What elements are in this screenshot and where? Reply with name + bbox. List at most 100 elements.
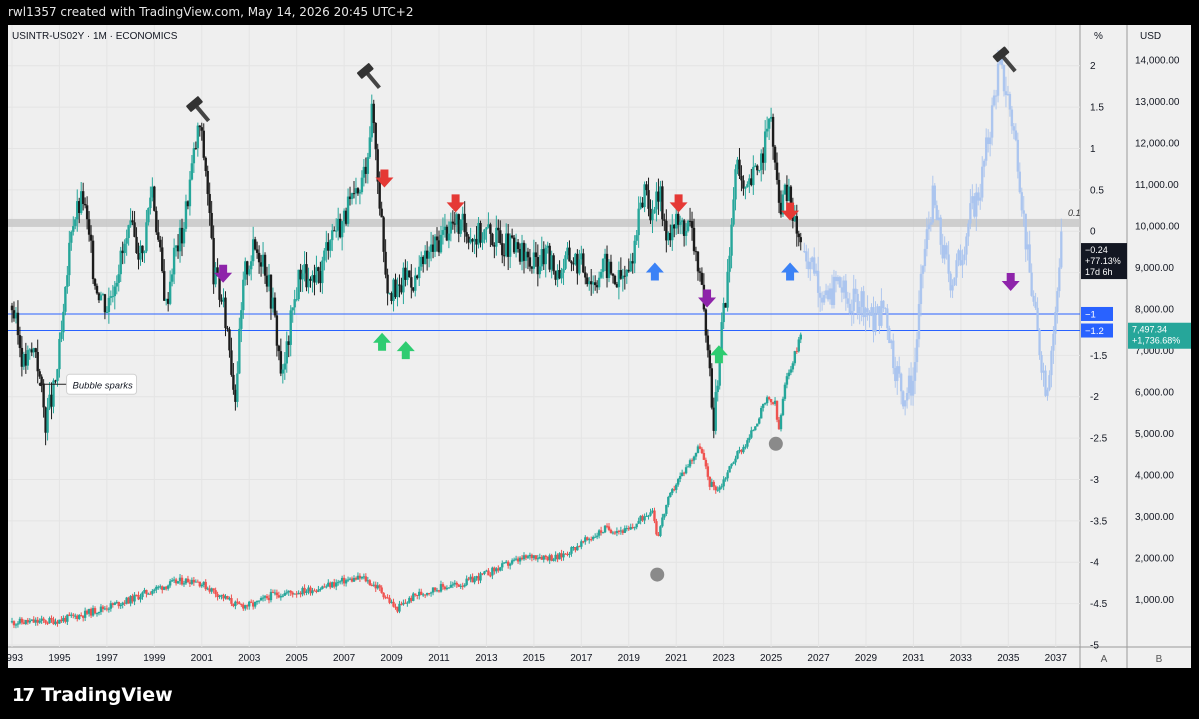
bubble-callout[interactable]: Bubble sparks <box>38 373 138 395</box>
spread-candle <box>305 264 308 288</box>
spread-candle <box>584 272 587 278</box>
hammer-icon[interactable] <box>186 96 215 126</box>
index-candle <box>390 601 393 603</box>
index-candle <box>779 415 783 430</box>
arrow-down-red-icon[interactable] <box>669 194 688 213</box>
index-candle <box>32 619 35 623</box>
index-candle <box>46 622 49 624</box>
x-tick-label: 2009 <box>380 653 403 664</box>
spread-candle <box>714 392 717 431</box>
spread-candle <box>309 278 312 281</box>
arrow-up-green-icon[interactable] <box>396 341 415 360</box>
spread-candle <box>398 284 401 286</box>
index-candle <box>396 606 399 612</box>
arrow-up-blue-icon[interactable] <box>781 262 800 281</box>
index-candle <box>301 587 304 595</box>
projection-candle <box>1050 350 1053 376</box>
spread-candle <box>514 242 518 253</box>
arrow-down-purple-icon[interactable] <box>1001 273 1020 291</box>
callout-box[interactable] <box>66 373 138 395</box>
index-candle <box>374 584 377 589</box>
arrow-down-red-icon[interactable] <box>375 169 394 188</box>
index-candle <box>246 605 249 607</box>
axis-a-tick-label: 2 <box>1090 61 1096 72</box>
spread-candle <box>647 190 650 209</box>
index-candle <box>609 529 613 533</box>
projection-candle <box>1006 94 1010 96</box>
spread-candle <box>667 232 670 241</box>
arrow-down-red-icon[interactable] <box>781 202 800 221</box>
index-candle <box>617 531 621 533</box>
projection-candle <box>830 288 834 305</box>
projection-candle <box>988 137 992 145</box>
chart-svg[interactable]: 1993199519971999200120032005200720092011… <box>8 25 1191 668</box>
spread-candle <box>135 236 138 254</box>
spread-candle <box>445 226 449 241</box>
arrow-up-blue-icon[interactable] <box>645 262 664 281</box>
plot-area[interactable] <box>8 25 1080 647</box>
projection-candle <box>1046 389 1049 396</box>
index-candle <box>615 531 619 533</box>
index-candle <box>362 576 366 578</box>
index-candle <box>736 451 739 459</box>
spread-candle <box>570 261 573 264</box>
index-candle <box>267 598 271 601</box>
arrow-up-green-icon[interactable] <box>709 345 728 364</box>
circle-marker-icon[interactable] <box>768 436 783 451</box>
spread-candle <box>489 224 492 234</box>
x-tick-label: 1999 <box>143 653 166 664</box>
index-candle <box>198 581 201 587</box>
spread-candle <box>574 253 577 265</box>
support-lines[interactable] <box>8 313 1080 332</box>
index-candle <box>295 593 298 595</box>
spread-candle <box>613 275 617 285</box>
spread-candle <box>99 295 103 301</box>
spread-candle <box>265 275 269 287</box>
last-price-index-tag <box>1128 322 1191 349</box>
spread-candle <box>765 128 769 132</box>
annotation-markers[interactable] <box>186 46 1022 582</box>
arrow-down-red-icon[interactable] <box>446 194 465 213</box>
index-candle <box>758 418 761 424</box>
arrow-down-purple-icon[interactable] <box>698 289 717 308</box>
spread-candle <box>669 232 672 241</box>
projection-candle <box>905 393 909 401</box>
index-candle <box>60 619 63 622</box>
index-candle <box>125 597 128 604</box>
spread-candle <box>325 242 328 251</box>
index-candle <box>157 586 160 588</box>
tradingview-logo[interactable]: 17 TradingView <box>12 684 173 706</box>
spread-candle <box>182 228 186 244</box>
arrow-up-green-icon[interactable] <box>373 332 392 351</box>
x-tick-label: 2013 <box>475 653 498 664</box>
index-candle <box>398 603 401 612</box>
spread-candle <box>501 243 504 256</box>
spread-candle <box>208 193 211 213</box>
spread-candle <box>196 125 200 149</box>
spread-candle <box>451 221 455 224</box>
spread-candle <box>335 230 338 232</box>
projection-candle <box>1026 244 1029 250</box>
x-tick-label: 2035 <box>997 653 1020 664</box>
axis-b-tick-label: 14,000.00 <box>1135 55 1180 66</box>
circle-marker-icon[interactable] <box>650 567 665 582</box>
arrow-down-purple-icon[interactable] <box>214 264 233 283</box>
spread-candle <box>338 218 342 238</box>
spread-candle <box>204 157 207 171</box>
index-candle <box>303 587 306 593</box>
index-candle <box>333 582 336 587</box>
index-candle <box>38 620 41 623</box>
spread-candle <box>459 219 462 234</box>
spread-series <box>10 94 802 446</box>
spread-candle <box>289 310 292 345</box>
x-tick-label: 2003 <box>238 653 261 664</box>
index-candle <box>469 576 472 580</box>
hammer-icon[interactable] <box>356 63 386 93</box>
index-candle <box>548 555 551 561</box>
spread-candle <box>785 184 789 201</box>
index-candle <box>119 604 122 607</box>
index-candle <box>180 577 184 585</box>
projection-candle <box>832 276 836 305</box>
projection-candle <box>1004 91 1008 96</box>
hammer-icon[interactable] <box>992 46 1021 76</box>
